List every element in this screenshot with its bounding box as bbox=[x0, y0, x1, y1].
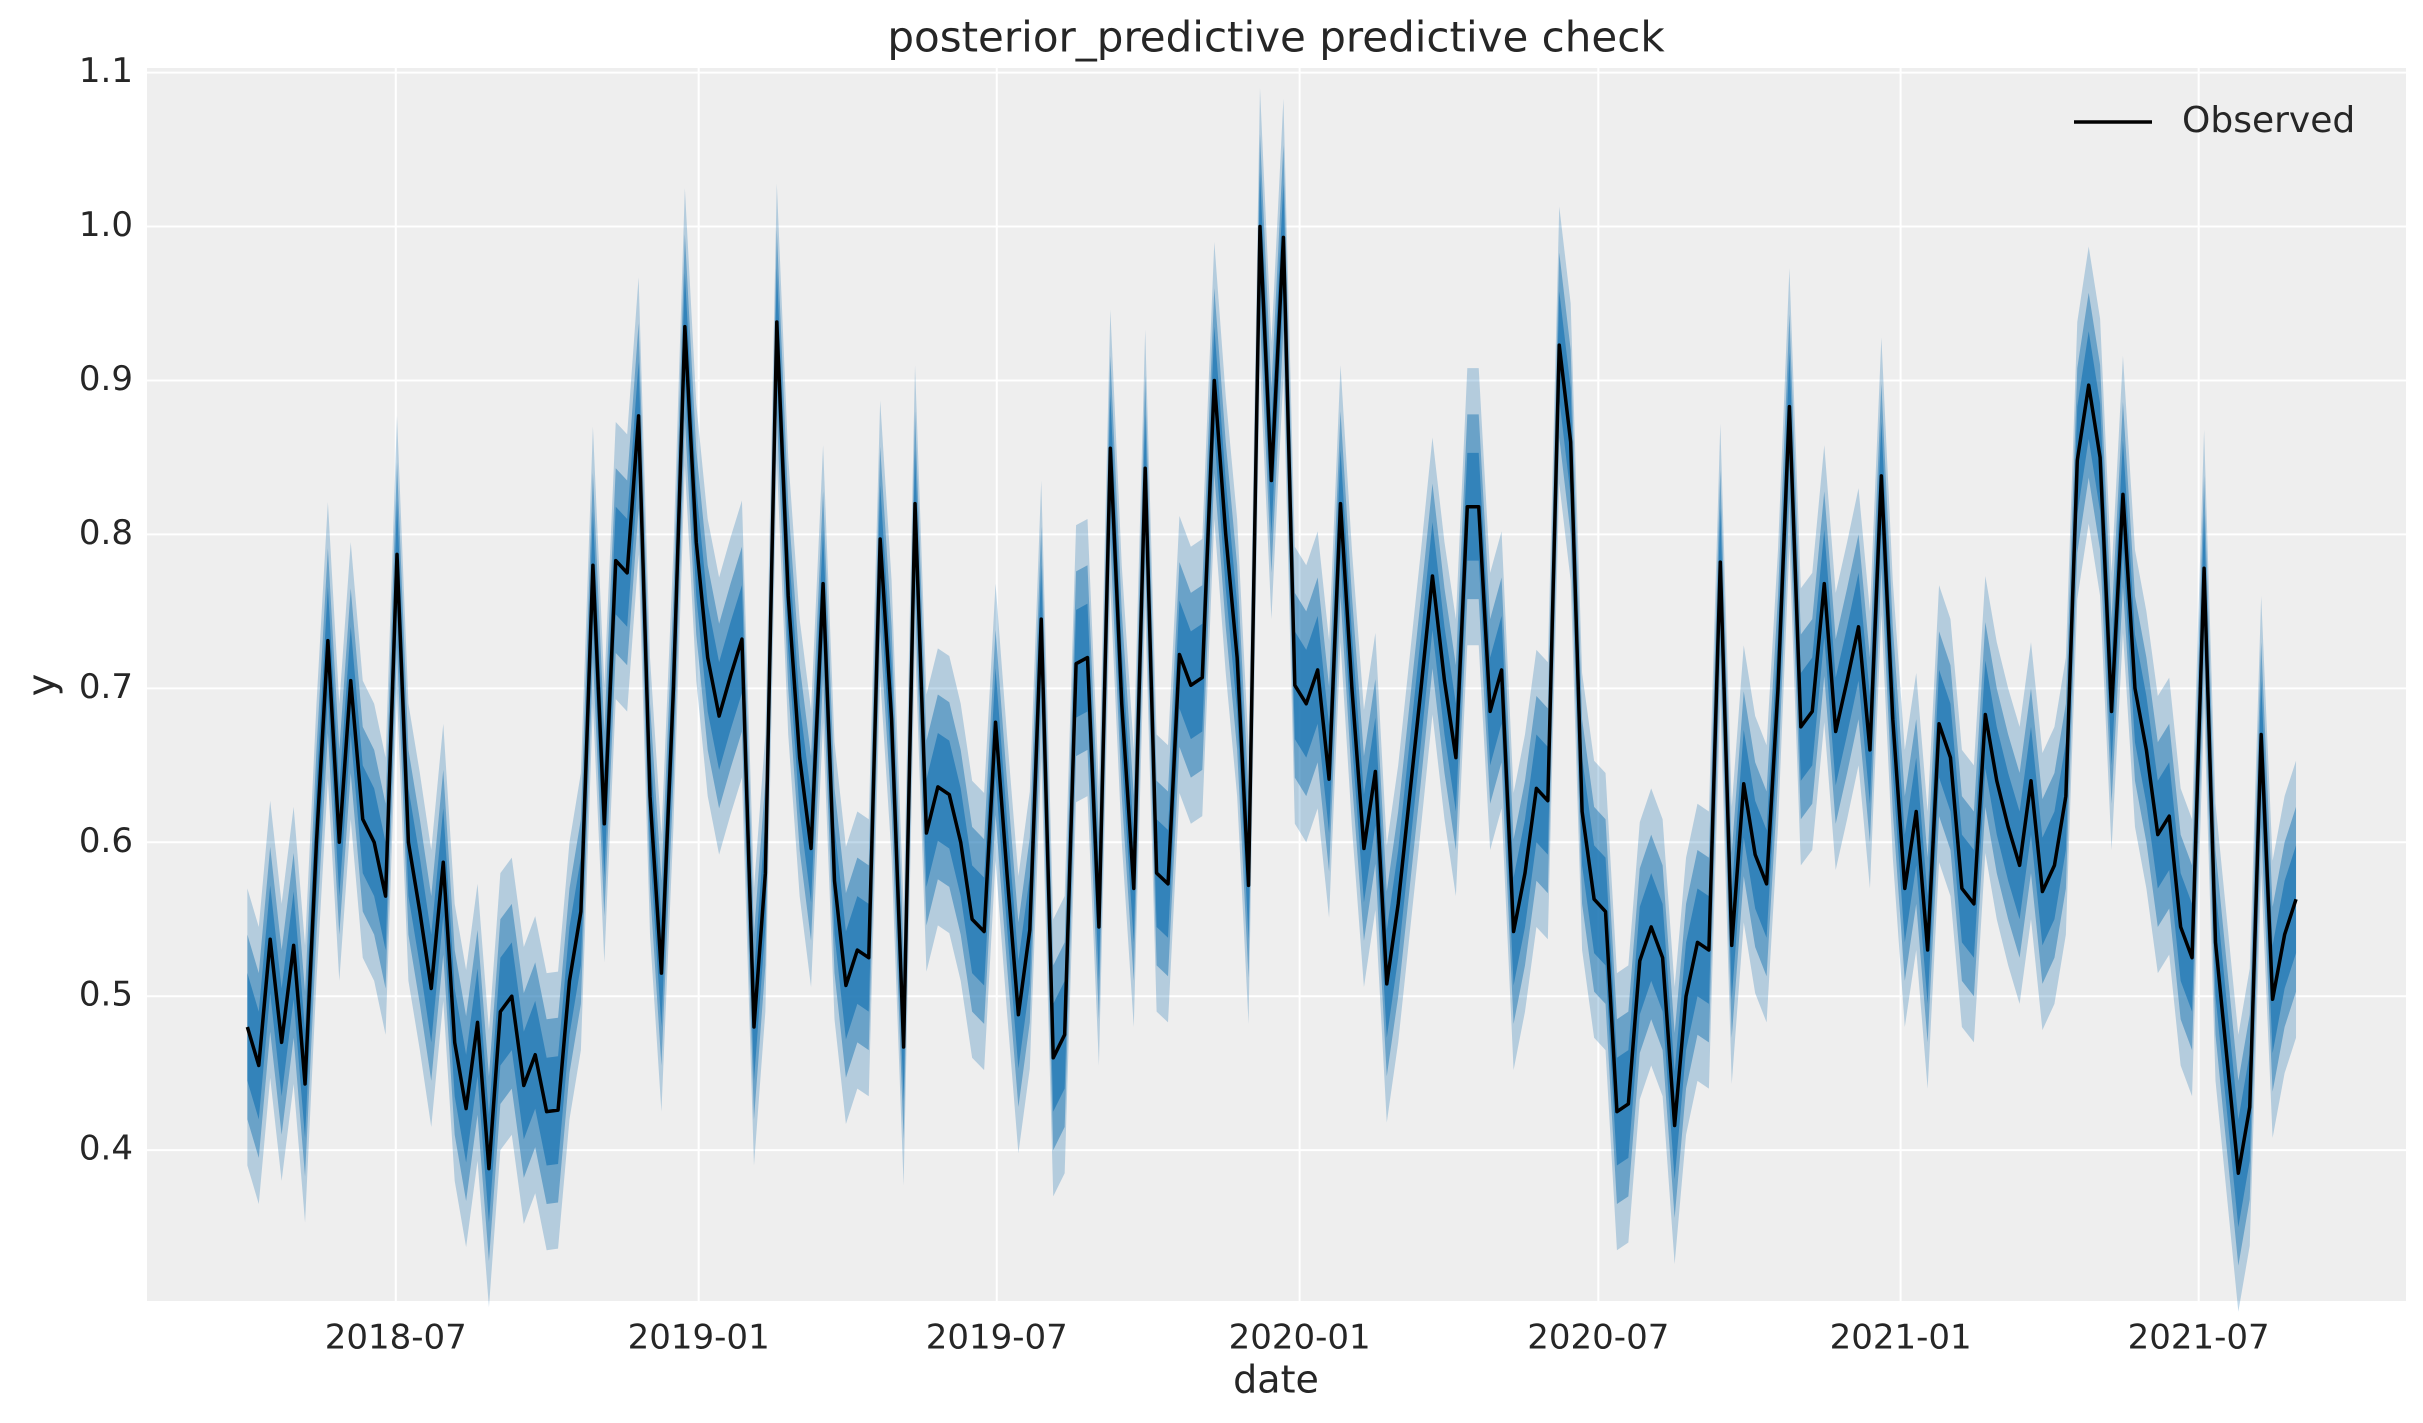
x-tick-label: 2021-01 bbox=[1830, 1318, 1972, 1358]
x-axis-label: date bbox=[1233, 1358, 1319, 1402]
y-tick-label: 0.9 bbox=[79, 359, 133, 399]
x-tick-label: 2021-07 bbox=[2128, 1318, 2270, 1358]
marks bbox=[245, 88, 2298, 1312]
y-tick-label: 0.5 bbox=[79, 975, 133, 1015]
legend: Observed bbox=[2074, 100, 2355, 141]
x-tick-label: 2019-01 bbox=[628, 1318, 770, 1358]
chart-title: posterior_predictive predictive check bbox=[887, 13, 1665, 62]
y-tick-label: 1.1 bbox=[79, 51, 133, 91]
y-tick-label: 1.0 bbox=[79, 205, 133, 245]
x-tick-label: 2020-01 bbox=[1229, 1318, 1371, 1358]
y-tick-label: 0.6 bbox=[79, 821, 133, 861]
observed-line bbox=[245, 224, 2298, 1175]
x-tick-label: 2020-07 bbox=[1527, 1318, 1669, 1358]
y-tick-label: 0.7 bbox=[79, 667, 133, 707]
y-tick-label: 0.4 bbox=[79, 1129, 133, 1169]
legend-label: Observed bbox=[2182, 100, 2355, 141]
x-tick-label: 2019-07 bbox=[926, 1318, 1068, 1358]
ticks: 2018-07 2019-01 2019-07 2020-01 2020-07 2021-… bbox=[79, 51, 2270, 1357]
x-tick-label: 2018-07 bbox=[325, 1318, 467, 1358]
y-axis-label: y bbox=[20, 674, 64, 697]
y-tick-label: 0.8 bbox=[79, 513, 133, 553]
